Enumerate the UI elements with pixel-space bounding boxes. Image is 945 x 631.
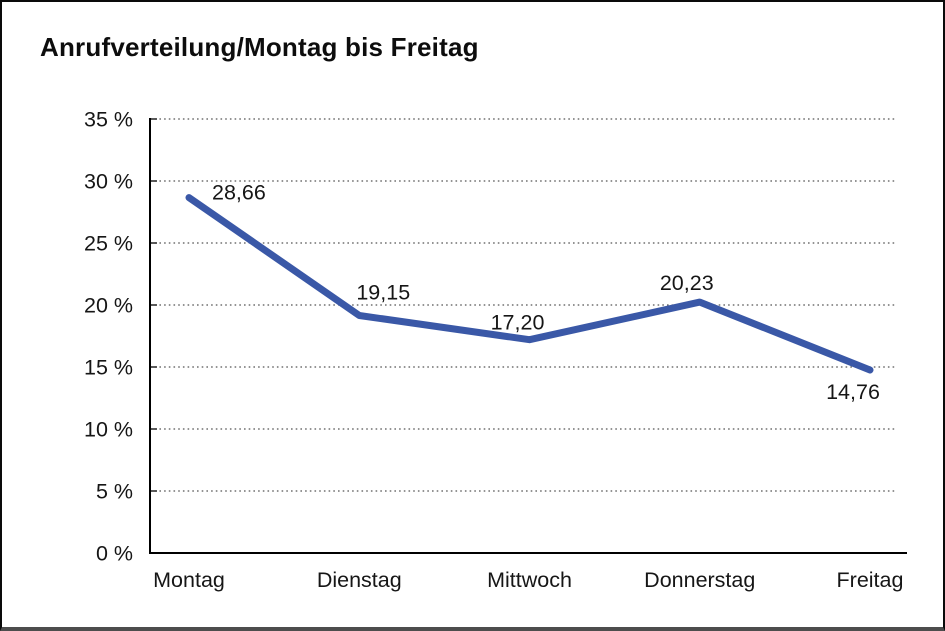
y-tick-label: 0 % xyxy=(96,542,133,566)
x-category-label: Freitag xyxy=(837,568,904,592)
y-tick-label: 25 % xyxy=(84,232,133,256)
chart-title: Anrufverteilung/Montag bis Freitag xyxy=(40,32,479,62)
data-series-line xyxy=(185,194,874,374)
y-tick-label: 15 % xyxy=(84,356,133,380)
y-tick-label: 10 % xyxy=(84,418,133,442)
y-tick-label: 5 % xyxy=(96,480,133,504)
y-tick-label: 35 % xyxy=(84,108,133,132)
x-category-label: Montag xyxy=(153,568,225,592)
x-category-label: Dienstag xyxy=(317,568,402,592)
x-category-label: Mittwoch xyxy=(487,568,572,592)
data-point-label: 14,76 xyxy=(826,380,880,404)
y-tick-label: 20 % xyxy=(84,294,133,318)
x-category-label: Donnerstag xyxy=(644,568,755,592)
data-point-label: 19,15 xyxy=(356,281,410,305)
data-point-label: 17,20 xyxy=(491,311,545,335)
data-point-label: 20,23 xyxy=(660,271,714,295)
y-tick-label: 30 % xyxy=(84,170,133,194)
data-point-label: 28,66 xyxy=(212,181,266,205)
